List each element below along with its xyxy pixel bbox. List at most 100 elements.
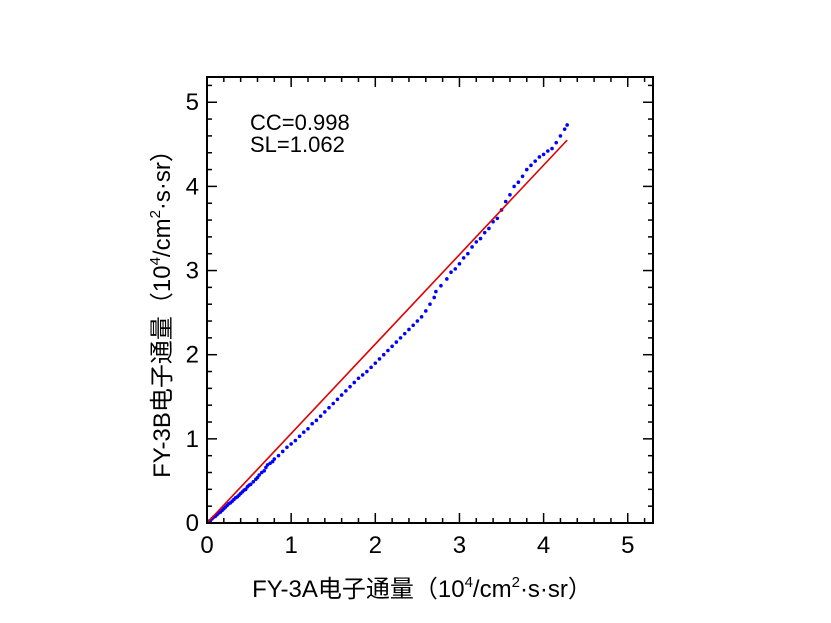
- data-point: [546, 149, 550, 153]
- data-point: [255, 475, 260, 480]
- sl-annotation: SL=1.062: [250, 132, 345, 157]
- x-tick-label: 3: [453, 532, 466, 559]
- data-point: [339, 393, 344, 397]
- y-axis-title: FY-3B电子通量（104/cm2·s·sr）: [147, 138, 176, 478]
- data-point: [323, 410, 327, 414]
- data-point: [495, 216, 500, 221]
- tick-layer: 0 1 2 3 4 5 0 1 2 3 4 5: [186, 77, 653, 559]
- data-point: [432, 295, 437, 300]
- x-tick-label: 2: [369, 532, 382, 559]
- data-point: [419, 315, 424, 319]
- data-point: [461, 256, 466, 260]
- data-point: [297, 434, 302, 439]
- data-point: [470, 245, 474, 249]
- y-tick-label: 2: [186, 342, 199, 369]
- x-tick-label: 0: [200, 532, 213, 559]
- data-point: [503, 199, 508, 204]
- x-axis-title-exp1: 4: [465, 574, 473, 591]
- data-point: [533, 159, 537, 163]
- data-point: [562, 127, 567, 131]
- data-point: [558, 134, 563, 138]
- data-point: [289, 442, 293, 446]
- data-point: [327, 405, 331, 410]
- data-point: [352, 380, 357, 385]
- data-point: [257, 473, 261, 477]
- data-point: [265, 463, 270, 467]
- x-axis-title-mid: /cm: [473, 576, 512, 603]
- data-point: [520, 174, 525, 179]
- data-point: [541, 152, 546, 157]
- y-tick-label: 5: [186, 89, 199, 116]
- data-point: [293, 438, 298, 443]
- data-point: [276, 453, 281, 458]
- data-point: [407, 327, 411, 332]
- plot-frame: [206, 76, 654, 524]
- data-point: [434, 289, 438, 294]
- data-point: [453, 267, 458, 271]
- data-point: [268, 461, 272, 466]
- data-point: [373, 361, 378, 365]
- data-point: [487, 226, 491, 231]
- data-point: [365, 369, 369, 374]
- data-point: [402, 331, 407, 336]
- data-point: [272, 457, 277, 461]
- data-point: [516, 180, 521, 184]
- data-point: [344, 389, 348, 393]
- data-point: [285, 445, 289, 450]
- data-point: [335, 397, 340, 402]
- data-point: [411, 323, 415, 328]
- y-tick-label: 1: [186, 426, 199, 453]
- data-point: [415, 319, 420, 323]
- y-axis-title-exp2: 2: [147, 210, 164, 218]
- data-point: [348, 384, 352, 389]
- data-point: [356, 376, 361, 381]
- data-point: [280, 449, 285, 454]
- data-point: [331, 401, 336, 406]
- data-point: [301, 430, 306, 434]
- data-point: [565, 123, 569, 127]
- data-point: [474, 240, 479, 244]
- y-tick-label: 0: [186, 510, 199, 537]
- data-point: [512, 184, 516, 189]
- x-axis-title-prefix: FY-3A电子通量（10: [252, 576, 465, 603]
- x-axis-title-suffix: ·s·sr）: [520, 576, 592, 603]
- data-point: [310, 421, 314, 426]
- data-point: [386, 348, 390, 353]
- data-point: [259, 470, 264, 475]
- y-tick-label: 3: [186, 258, 199, 285]
- data-point: [262, 469, 267, 473]
- data-point: [537, 155, 542, 159]
- data-point: [314, 418, 319, 423]
- fit-line: [206, 139, 568, 524]
- x-tick-label: 5: [621, 532, 634, 559]
- y-tick-label: 4: [186, 173, 199, 200]
- data-point: [524, 167, 529, 172]
- data-point: [248, 482, 253, 487]
- x-tick-label: 4: [537, 532, 550, 559]
- data-point: [466, 251, 470, 256]
- data-point: [369, 365, 373, 370]
- data-point: [445, 277, 449, 281]
- cc-annotation: CC=0.998: [250, 110, 350, 135]
- y-axis-title-suffix: ·s·sr）: [149, 138, 176, 210]
- data-point: [318, 414, 323, 418]
- y-axis-title-prefix: FY-3B电子通量（10: [149, 265, 176, 478]
- data-point: [482, 230, 487, 235]
- x-axis-title-exp2: 2: [512, 574, 520, 591]
- data-point: [428, 302, 432, 307]
- data-point: [264, 465, 268, 470]
- data-point: [251, 479, 256, 484]
- data-point: [554, 140, 559, 145]
- data-point: [306, 426, 310, 431]
- data-point: [394, 340, 399, 344]
- plot-layer: [206, 123, 569, 524]
- data-point: [243, 487, 248, 492]
- data-point: [390, 344, 394, 349]
- x-axis-title: FY-3A电子通量（104/cm2·s·sr）: [252, 574, 592, 603]
- data-point: [550, 146, 554, 151]
- data-point: [423, 309, 428, 313]
- data-point: [270, 459, 275, 464]
- y-axis-title-exp1: 4: [147, 257, 164, 265]
- data-point: [439, 283, 443, 288]
